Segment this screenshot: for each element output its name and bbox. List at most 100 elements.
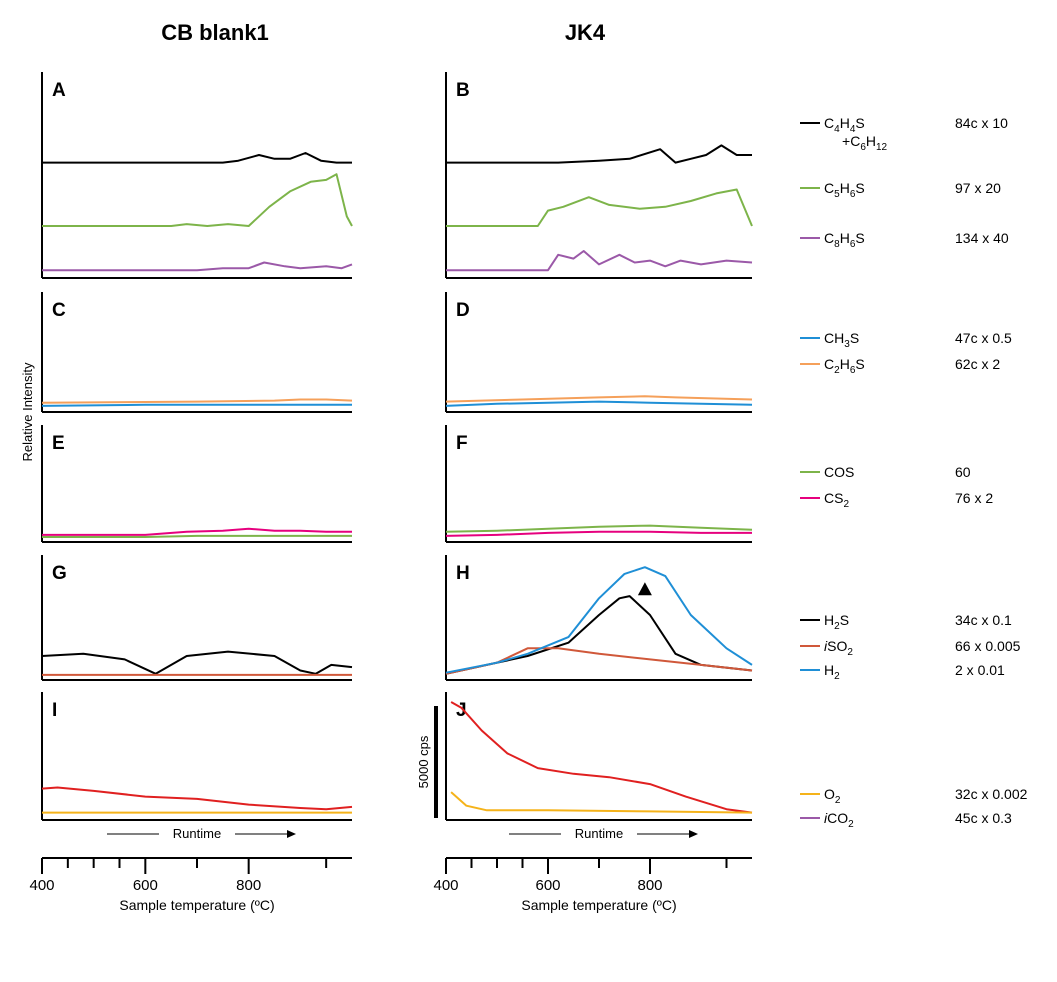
series-line-d-1: [445, 395, 753, 403]
series-line-j-0: [450, 701, 753, 814]
legend-factor: 45c x 0.3: [955, 810, 1012, 826]
series-line-b-1: [446, 188, 753, 227]
chem-part: H: [824, 612, 834, 628]
panel-letter: A: [52, 80, 66, 101]
x-tick-label: 800: [637, 877, 662, 894]
legend-label: C5H6S: [824, 180, 865, 200]
series-line-j-1: [450, 791, 753, 814]
panel-letter: H: [456, 563, 470, 584]
chem-part: 6: [850, 239, 856, 250]
legend-label: CS2: [824, 490, 849, 510]
chem-part: C: [824, 230, 834, 246]
series-line-a-1: [42, 173, 353, 227]
chem-part: C: [824, 115, 834, 131]
panel-letter: B: [456, 80, 470, 101]
legend-factor: 66 x 0.005: [955, 638, 1021, 654]
legend-label: H2: [824, 662, 840, 682]
chem-part: C: [824, 180, 834, 196]
panel-letter: I: [52, 700, 57, 721]
legend-label: COS: [824, 464, 854, 480]
series-line-i-0: [41, 786, 353, 811]
chem-part: 6: [860, 142, 866, 153]
runtime-arrow: Runtime: [509, 826, 698, 841]
panel-letter: F: [456, 433, 468, 454]
panel-g: G: [41, 555, 353, 681]
runtime-label: Runtime: [575, 826, 623, 841]
legend-factor: 62c x 2: [955, 356, 1000, 372]
legend-factor: 84c x 10: [955, 115, 1008, 131]
chem-part: 2: [835, 795, 841, 806]
series-line-e-0: [42, 534, 352, 538]
chem-part: H: [840, 115, 850, 131]
column-title-right: JK4: [565, 20, 606, 45]
chem-part: H: [840, 356, 850, 372]
series-line-b-0: [446, 144, 752, 164]
legend-entry: iSO2 66 x 0.005: [800, 638, 1021, 658]
chem-part: 2: [834, 671, 840, 682]
chem-part: H: [840, 180, 850, 196]
x-tick-label: 600: [133, 877, 158, 894]
legend-factor: 34c x 0.1: [955, 612, 1012, 628]
legend-entry: CH3S 47c x 0.5: [800, 330, 1012, 350]
series-line-e-1: [42, 527, 352, 536]
chem-part: O: [836, 638, 847, 654]
chem-part: O: [837, 810, 848, 826]
panel-letter: E: [52, 433, 65, 454]
chem-prefix: i: [824, 810, 828, 826]
legend-label: C8H6S: [824, 230, 865, 250]
panel-e: E: [41, 425, 352, 543]
legend-label: C4H4S: [824, 115, 865, 135]
chem-part: S: [840, 612, 849, 628]
runtime-label: Runtime: [173, 826, 221, 841]
panel-letter: J: [456, 700, 467, 721]
runtime-arrowhead: [287, 830, 296, 838]
peak-marker: [637, 582, 652, 596]
chem-part: +: [842, 133, 850, 149]
legend-entry: H2S 34c x 0.1: [800, 612, 1012, 632]
series-line-c-0: [41, 403, 352, 407]
legend-factor: 97 x 20: [955, 180, 1001, 196]
chem-part: 12: [876, 142, 888, 153]
chem-part: S: [855, 230, 864, 246]
x-axis-right: 400 600 800 Sample temperature (ºC): [433, 857, 752, 913]
chem-part: S: [834, 490, 843, 506]
legend-factor: 47c x 0.5: [955, 330, 1012, 346]
y-axis-label: Relative Intensity: [20, 362, 35, 461]
panel-f: F: [445, 425, 753, 543]
panel-d: D: [445, 292, 753, 413]
chem-part: C: [824, 490, 834, 506]
chem-part: H: [840, 230, 850, 246]
legend-label-continued: +C6H12: [842, 133, 888, 153]
series-line-d-0: [445, 400, 753, 407]
legend-entry: H2 2 x 0.01: [800, 662, 1005, 682]
series-line-a-2: [42, 261, 353, 272]
legend-factor: 2 x 0.01: [955, 662, 1005, 678]
chem-part: 6: [850, 189, 856, 200]
chem-part: H: [834, 330, 844, 346]
series-line-c-1: [41, 398, 353, 404]
x-tick-label: 400: [29, 877, 54, 894]
panels-layer: A B C D E F G H I Runtime J Runtime 5000 cps: [41, 72, 753, 841]
chem-part: 5: [834, 189, 840, 200]
chem-part: O: [824, 786, 835, 802]
chem-part: S: [845, 464, 854, 480]
series-line-g-0: [41, 650, 353, 675]
chem-part: 4: [834, 124, 840, 135]
legend-label: C2H6S: [824, 356, 865, 376]
column-title-left: CB blank1: [161, 20, 269, 45]
chem-part: 4: [850, 124, 856, 135]
legend-label: iSO2: [824, 638, 853, 658]
legend-label: O2: [824, 786, 841, 806]
chem-part: S: [855, 115, 864, 131]
legend-entry: CS2 76 x 2: [800, 490, 993, 510]
x-axis-title: Sample temperature (ºC): [119, 897, 274, 913]
panel-c: C: [41, 292, 353, 413]
panel-a: A: [41, 72, 353, 279]
panel-j: J Runtime 5000 cps: [416, 692, 753, 841]
chem-part: C: [850, 133, 860, 149]
x-axis-left: 400 600 800 Sample temperature (ºC): [29, 857, 352, 913]
